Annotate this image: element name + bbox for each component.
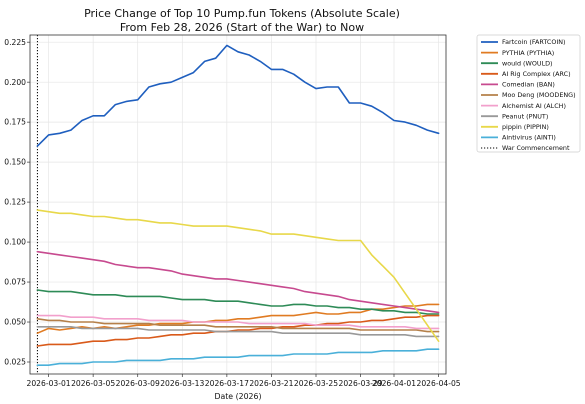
x-tick-label: 2026-03-29 [339, 379, 383, 388]
y-tick-label: 0.200 [4, 78, 26, 87]
legend: Fartcoin (FARTCOIN) PYTHIA (PYTHIA) would … [476, 34, 581, 153]
legend-label: Fartcoin (FARTCOIN) [502, 38, 566, 46]
y-tick-label: 0.075 [4, 278, 26, 287]
chart-title: Price Change of Top 10 Pump.fun Tokens (… [84, 7, 400, 20]
series-line-2 [36, 289, 440, 315]
legend-box [476, 34, 581, 153]
y-tick-label: 0.025 [4, 358, 26, 367]
legend-label: Comedian (BAN) [502, 81, 555, 89]
legend-label: pippin (PIPPIN) [502, 123, 549, 131]
y-axis-ticks: 0.025 0.050 0.075 0.100 0.125 0.150 0.175 0.200… [4, 38, 30, 367]
y-tick-label: 0.175 [4, 118, 26, 127]
series-line-5 [36, 317, 440, 333]
x-tick-label: 2026-03-09 [116, 379, 160, 388]
x-tick-label: 2026-04-05 [417, 379, 461, 388]
legend-label: Alchemist AI (ALCH) [502, 102, 566, 110]
x-tick-label: 2026-03-21 [249, 379, 293, 388]
y-tick-label: 0.100 [4, 238, 26, 247]
legend-label: Moo Deng (MOODENG) [502, 91, 576, 99]
x-tick-label: 2026-03-17 [205, 379, 249, 388]
chart-subtitle: From Feb 28, 2026 (Start of the War) to … [120, 21, 364, 34]
legend-label: PYTHIA (PYTHIA) [502, 49, 554, 57]
y-tick-label: 0.125 [4, 198, 26, 207]
x-axis-ticks: 2026-03-01 2026-03-05 2026-03-09 2026-03-13… [27, 374, 461, 388]
x-tick-label: 2026-03-25 [294, 379, 338, 388]
series-line-6 [36, 314, 440, 330]
x-tick-label: 2026-03-13 [160, 379, 204, 388]
legend-label: Peanut (PNUT) [502, 112, 548, 120]
legend-label: War Commencement [502, 144, 570, 152]
y-tick-label: 0.150 [4, 158, 26, 167]
series-lines [36, 44, 440, 367]
y-tick-label: 0.050 [4, 318, 26, 327]
legend-label: would (WOULD) [502, 59, 553, 67]
series-line-7 [36, 325, 440, 338]
x-tick-label: 2026-03-05 [71, 379, 115, 388]
series-line-3 [36, 314, 440, 347]
y-tick-label: 0.225 [4, 38, 26, 47]
x-tick-label: 2026-03-01 [27, 379, 71, 388]
plot-frame [29, 34, 447, 375]
legend-label: Aintivirus (AINTI) [502, 134, 556, 142]
x-tick-label: 2026-04-01 [372, 379, 416, 388]
series-line-9 [36, 348, 440, 367]
series-line-8 [36, 209, 440, 343]
series-line-0 [36, 44, 440, 147]
series-line-4 [36, 250, 440, 314]
x-axis-label: Date (2026) [214, 392, 261, 401]
legend-label: AI Rig Complex (ARC) [502, 70, 571, 78]
